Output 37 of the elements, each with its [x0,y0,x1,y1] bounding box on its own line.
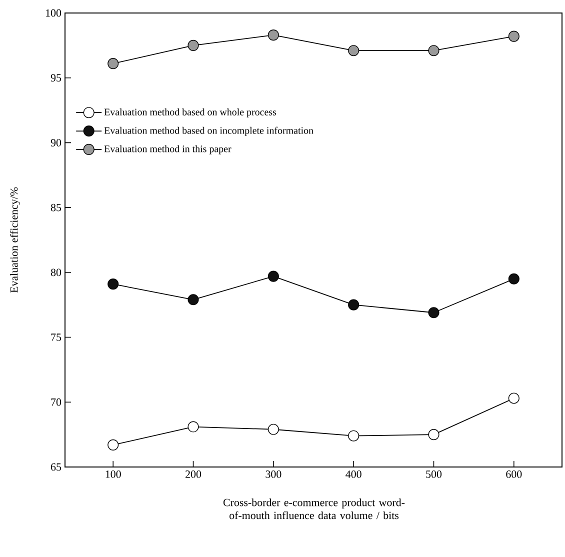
y-tick-label: 100 [46,9,62,17]
point [428,307,440,318]
x-tick-label: 400 [346,470,362,478]
x-tick-label: 300 [266,470,282,478]
x-tick-label: 500 [426,470,442,478]
point [348,45,360,56]
point [188,40,199,51]
x-axis-title: Cross-border e-commerce product word-of-mouth influence data volume / bits [223,498,405,520]
point [428,429,440,440]
y-tick-label: 65 [51,463,62,471]
point [428,45,440,56]
point [108,58,119,70]
point [268,270,279,282]
y-axis-title: Evaluation efficiency/% [10,187,20,293]
y-tick-label: 80 [50,268,62,276]
y-tick-label: 70 [51,398,62,406]
point [508,30,520,42]
legend-label: Evaluation method based on incomplete information [104,126,314,136]
y-tick-label: 85 [50,204,62,212]
y-tick-label: 90 [50,139,62,146]
point [108,439,119,450]
y-tick-label: 75 [51,334,62,341]
y-tick-label: 95 [50,74,62,82]
point [188,421,199,432]
point [508,273,520,284]
point [108,278,119,290]
point [268,30,279,41]
point [268,424,279,435]
x-tick-label: 200 [186,470,202,478]
point [508,392,520,404]
point [188,294,199,306]
x-tick-label: 100 [106,470,121,478]
legend-label: Evaluation method in this paper [104,145,232,154]
point [348,430,360,442]
point [348,299,360,310]
legend-label: Evaluation method based on whole process [104,108,276,118]
x-tick-label: 600 [506,470,522,478]
